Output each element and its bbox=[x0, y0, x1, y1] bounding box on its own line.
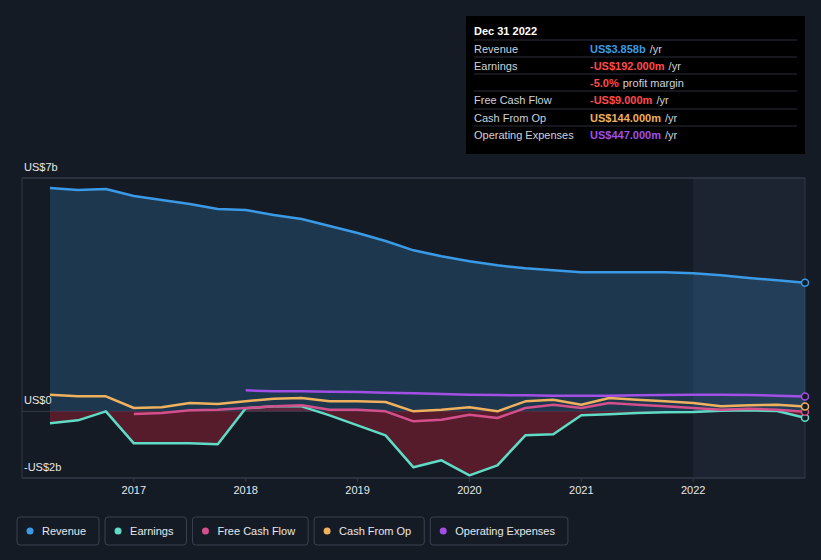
x-tick bbox=[245, 478, 246, 482]
legend-item[interactable]: Operating Expenses bbox=[430, 517, 568, 545]
legend-swatch bbox=[115, 528, 122, 535]
tooltip-separator bbox=[474, 126, 797, 127]
legend-label: Free Cash Flow bbox=[217, 525, 295, 537]
tooltip-separator bbox=[474, 74, 797, 75]
x-tick bbox=[469, 478, 470, 482]
tooltip-unit: /yr bbox=[656, 94, 669, 106]
y-tick-label: US$7b bbox=[24, 161, 58, 173]
legend-item[interactable]: Free Cash Flow bbox=[192, 517, 308, 545]
tooltip-value: -US$192.000m bbox=[590, 60, 665, 72]
x-tick-label: 2022 bbox=[681, 484, 705, 496]
frame-top bbox=[22, 178, 805, 179]
end-marker bbox=[802, 279, 809, 286]
legend-label: Cash From Op bbox=[339, 525, 411, 537]
x-tick-label: 2017 bbox=[122, 484, 146, 496]
legend-label: Earnings bbox=[130, 525, 174, 537]
tooltip-unit: /yr bbox=[650, 43, 663, 55]
grid-line bbox=[22, 478, 805, 479]
tooltip-value: US$144.000m bbox=[590, 112, 661, 124]
tooltip-value: -5.0% bbox=[590, 77, 619, 89]
tooltip-value: -US$9.000m bbox=[590, 94, 653, 106]
tooltip-label: Revenue bbox=[474, 43, 518, 55]
legend-item[interactable]: Revenue bbox=[17, 517, 99, 545]
series-area bbox=[50, 188, 805, 411]
y-tick-label: US$0 bbox=[24, 394, 52, 406]
x-tick bbox=[133, 478, 134, 482]
end-marker bbox=[802, 393, 809, 400]
x-tick-label: 2020 bbox=[457, 484, 481, 496]
tooltip-value: US$3.858b bbox=[590, 43, 646, 55]
tooltip-label: Earnings bbox=[474, 60, 518, 72]
legend-box bbox=[314, 517, 424, 545]
legend-swatch bbox=[440, 528, 447, 535]
legend-label: Operating Expenses bbox=[455, 525, 555, 537]
tooltip-label: Free Cash Flow bbox=[474, 94, 552, 106]
tooltip-label: Operating Expenses bbox=[474, 129, 574, 141]
tooltip-unit: /yr bbox=[665, 129, 678, 141]
x-tick-label: 2019 bbox=[345, 484, 369, 496]
tooltip-box bbox=[466, 16, 805, 154]
x-tick bbox=[693, 478, 694, 482]
x-tick-label: 2021 bbox=[569, 484, 593, 496]
tooltip-separator bbox=[474, 40, 797, 41]
tooltip-label: Cash From Op bbox=[474, 112, 546, 124]
legend-box bbox=[17, 517, 99, 545]
end-markers bbox=[802, 279, 809, 421]
tooltip: Dec 31 2022 Revenue US$3.858b/yr Earnings -U… bbox=[466, 16, 805, 154]
legend-item[interactable]: Cash From Op bbox=[314, 517, 424, 545]
legend-item[interactable]: Earnings bbox=[105, 517, 186, 545]
chart: -US$2b US$0 US$7b 2017 2018 2019 2020 2021 2022 R… bbox=[0, 0, 821, 560]
legend-box bbox=[192, 517, 308, 545]
tooltip-unit: /yr bbox=[665, 112, 678, 124]
x-tick-label: 2018 bbox=[233, 484, 257, 496]
x-tick bbox=[581, 478, 582, 482]
series-line bbox=[50, 395, 805, 412]
series-line bbox=[50, 188, 805, 283]
y-tick-label: -US$2b bbox=[24, 461, 61, 473]
end-marker bbox=[802, 403, 809, 410]
legend-swatch bbox=[324, 528, 331, 535]
series-area bbox=[50, 406, 805, 475]
legend-label: Revenue bbox=[42, 525, 86, 537]
legend-box bbox=[105, 517, 186, 545]
series-line bbox=[246, 390, 805, 396]
tooltip-date: Dec 31 2022 bbox=[474, 25, 537, 37]
tooltip-separator bbox=[474, 109, 797, 110]
legend-box bbox=[430, 517, 568, 545]
frame-left bbox=[22, 178, 23, 478]
plot-area bbox=[50, 188, 805, 475]
legend-swatch bbox=[27, 528, 34, 535]
legend-swatch bbox=[202, 528, 209, 535]
tooltip-unit: profit margin bbox=[623, 77, 684, 89]
grid-line bbox=[22, 178, 805, 179]
background bbox=[0, 0, 821, 560]
tooltip-unit: /yr bbox=[669, 60, 682, 72]
frame-bottom bbox=[22, 478, 805, 479]
series-line bbox=[50, 406, 805, 475]
series-line bbox=[134, 403, 805, 421]
x-tick bbox=[357, 478, 358, 482]
tooltip-separator bbox=[474, 91, 797, 92]
tooltip-value: US$447.000m bbox=[590, 129, 661, 141]
tooltip-separator bbox=[474, 57, 797, 58]
